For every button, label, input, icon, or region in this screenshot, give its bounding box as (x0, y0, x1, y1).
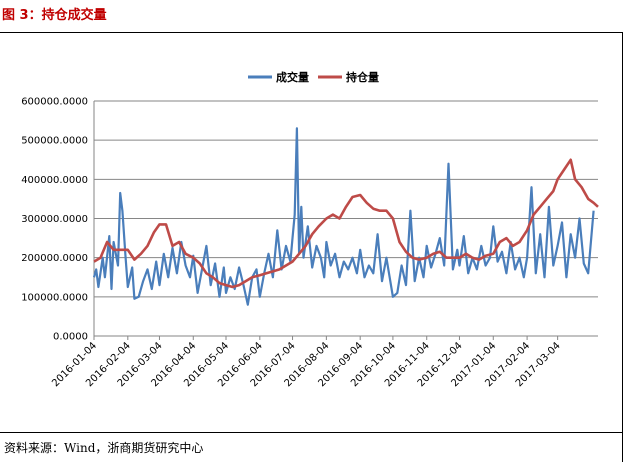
y-tick-label: 300000.0000 (21, 214, 88, 225)
y-tick-label: 0.0000 (53, 332, 88, 343)
y-tick-label: 200000.0000 (21, 253, 88, 264)
open-interest-series-line (93, 158, 599, 289)
figure-caption: 图 3：持仓成交量 (2, 8, 107, 23)
volume-series-line (92, 127, 595, 306)
top-divider (0, 32, 622, 33)
y-tick-label: 500000.0000 (21, 136, 88, 147)
legend-open-interest-label: 持仓量 (346, 70, 379, 84)
legend-volume-label: 成交量 (276, 70, 309, 84)
y-tick-label: 400000.0000 (21, 175, 88, 186)
bottom-divider (0, 432, 622, 433)
source-note: 资料来源：Wind，浙商期货研究中心 (4, 441, 204, 455)
right-divider (622, 32, 623, 462)
y-tick-label: 600000.0000 (21, 97, 88, 108)
y-tick-label: 100000.0000 (21, 292, 88, 303)
